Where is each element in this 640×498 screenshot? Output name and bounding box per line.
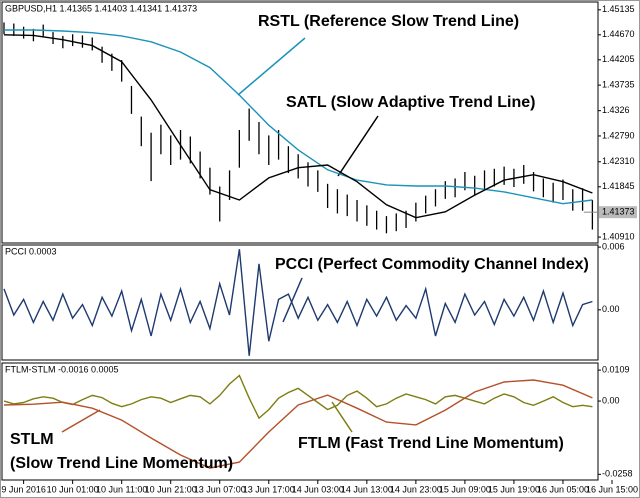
x-tick-label: 13 Jun 17:00 xyxy=(243,484,295,494)
pcci-panel xyxy=(1,244,599,361)
y-tick-label: 1.42310 xyxy=(602,156,635,166)
x-tick-label: 16 Jun 15:00 xyxy=(586,484,638,494)
series-label: STLM xyxy=(10,431,54,448)
arrow xyxy=(282,277,303,323)
arrows xyxy=(61,37,379,433)
x-tick-label: 14 Jun 23:00 xyxy=(390,484,442,494)
arrow xyxy=(337,115,379,177)
series-line xyxy=(4,29,593,205)
arrow xyxy=(237,37,306,96)
y-tick-label: 0.0109 xyxy=(602,364,630,374)
y-tick-label: 1.41845 xyxy=(602,181,635,191)
series-line xyxy=(3,379,593,469)
annotation: (Slow Trend Line Momentum) xyxy=(10,455,233,472)
x-tick-label: 10 Jun 01:00 xyxy=(47,484,99,494)
x-tick-label: 9 Jun 2016 xyxy=(1,484,46,494)
arrow xyxy=(61,409,101,433)
series-line xyxy=(3,374,593,420)
x-tick-label: 15 Jun 19:00 xyxy=(488,484,540,494)
series-label: FTLM (Fast Trend Line Momentum) xyxy=(298,435,564,452)
series-line xyxy=(3,249,593,356)
momentum-panel xyxy=(1,362,599,481)
y-tick-label: 1.4326 xyxy=(602,105,630,115)
x-tick-label: 16 Jun 05:00 xyxy=(537,484,589,494)
y-tick-label: 1.42790 xyxy=(602,130,635,140)
x-tick-label: 10 Jun 11:00 xyxy=(96,484,147,494)
price-panel xyxy=(1,1,599,244)
x-tick-label: 13 Jun 07:00 xyxy=(194,484,246,494)
y-tick-label: 0.00 xyxy=(602,304,620,314)
y-tick-label: 1.44670 xyxy=(602,29,635,39)
y-tick-label: 0.00 xyxy=(602,395,620,405)
y-tick-label: -0.0258 xyxy=(602,469,633,479)
arrow xyxy=(331,401,353,433)
panel-title: GBPUSD,H1 1.41365 1.41403 1.41341 1.4137… xyxy=(5,3,197,13)
x-tick-label: 10 Jun 21:00 xyxy=(145,484,197,494)
x-tick-label: 14 Jun 13:00 xyxy=(341,484,393,494)
series-label: RSTL (Reference Slow Trend Line) xyxy=(258,13,519,30)
x-tick-label: 14 Jun 03:00 xyxy=(292,484,344,494)
y-tick-label: 1.40910 xyxy=(602,231,635,241)
x-tick-label: 15 Jun 09:00 xyxy=(439,484,491,494)
series-label: SATL (Slow Adaptive Trend Line) xyxy=(286,94,536,111)
last-price-tag xyxy=(599,206,637,219)
y-tick-label: 0.006 xyxy=(602,241,625,251)
series-label: PCCI (Perfect Commodity Channel Index) xyxy=(275,256,589,273)
panel-title: PCCI 0.0003 xyxy=(5,246,57,256)
y-tick-label: 1.43735 xyxy=(602,79,635,89)
y-tick-label: 1.45135 xyxy=(602,4,635,14)
panel-title: FTLM-STLM -0.0016 0.0005 xyxy=(5,364,119,374)
last-price-label: 1.41373 xyxy=(602,207,635,217)
series-line xyxy=(3,34,593,219)
y-tick-label: 1.44205 xyxy=(602,54,635,64)
